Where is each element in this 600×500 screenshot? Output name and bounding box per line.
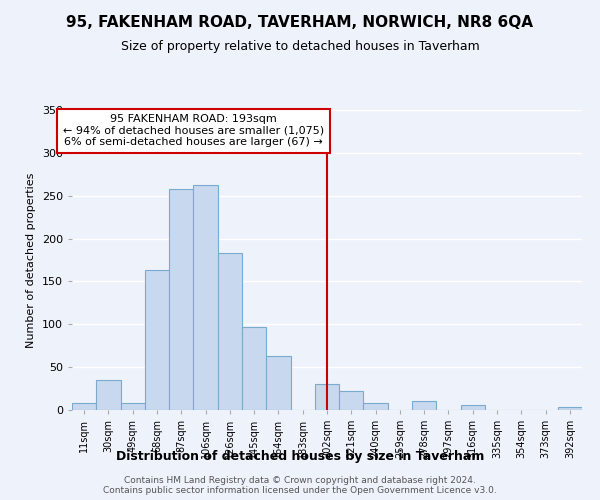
Bar xyxy=(72,403,96,410)
Bar xyxy=(96,380,121,410)
Bar xyxy=(315,384,339,410)
Bar xyxy=(121,403,145,410)
Bar xyxy=(364,403,388,410)
Bar xyxy=(266,356,290,410)
Text: 95, FAKENHAM ROAD, TAVERHAM, NORWICH, NR8 6QA: 95, FAKENHAM ROAD, TAVERHAM, NORWICH, NR… xyxy=(67,15,533,30)
Bar xyxy=(242,327,266,410)
Bar xyxy=(169,189,193,410)
Bar xyxy=(193,186,218,410)
Y-axis label: Number of detached properties: Number of detached properties xyxy=(26,172,36,348)
Bar xyxy=(339,391,364,410)
Text: Distribution of detached houses by size in Taverham: Distribution of detached houses by size … xyxy=(116,450,484,463)
Bar xyxy=(145,270,169,410)
Text: Contains HM Land Registry data © Crown copyright and database right 2024.
Contai: Contains HM Land Registry data © Crown c… xyxy=(103,476,497,495)
Bar xyxy=(461,405,485,410)
Text: Size of property relative to detached houses in Taverham: Size of property relative to detached ho… xyxy=(121,40,479,53)
Bar xyxy=(412,402,436,410)
Text: 95 FAKENHAM ROAD: 193sqm
← 94% of detached houses are smaller (1,075)
6% of semi: 95 FAKENHAM ROAD: 193sqm ← 94% of detach… xyxy=(63,114,324,148)
Bar xyxy=(558,408,582,410)
Bar xyxy=(218,253,242,410)
